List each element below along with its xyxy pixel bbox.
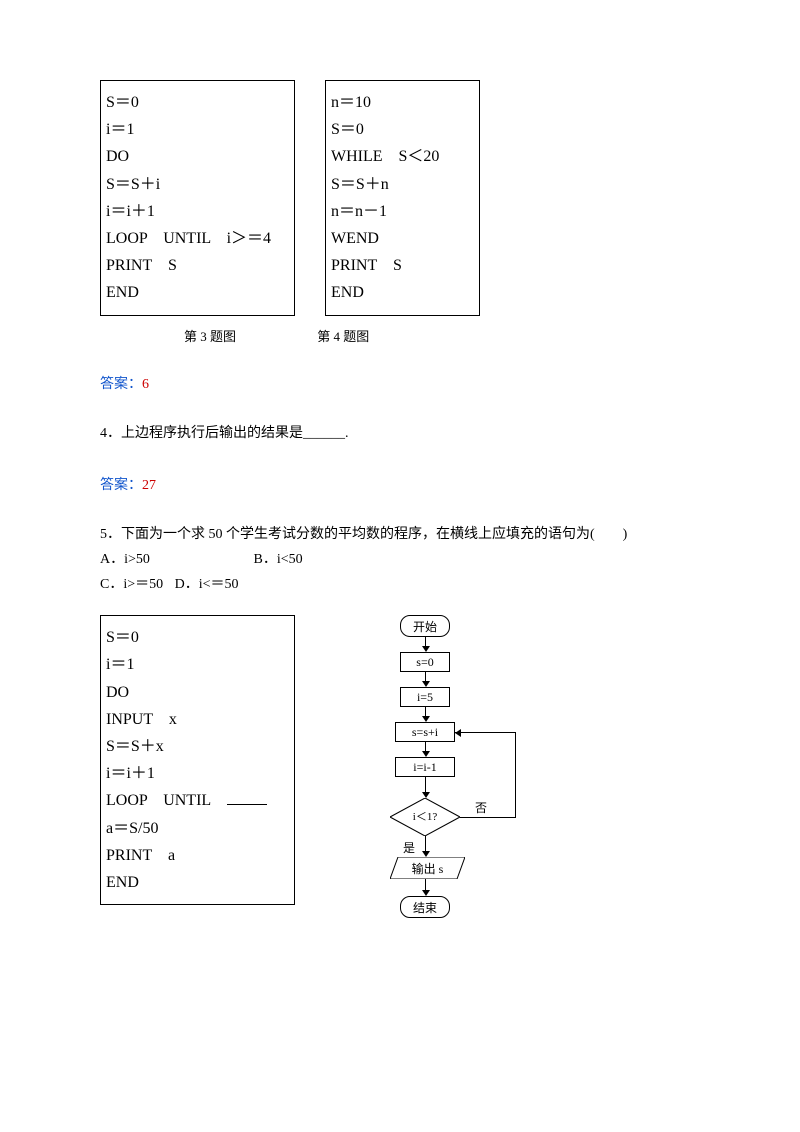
flow-ssi: s=s+i — [395, 722, 455, 742]
arrow-head-icon — [455, 729, 461, 737]
flow-yes-label: 是 — [403, 839, 415, 856]
flow-arrow — [460, 817, 515, 818]
q5-options-row1: A．i>50 B．i<50 — [100, 547, 700, 572]
code-line: i＝1 — [106, 116, 294, 143]
option-b: B．i<50 — [254, 552, 303, 567]
fill-blank — [227, 804, 267, 805]
flow-s0: s=0 — [400, 652, 450, 672]
code-line: END — [331, 279, 479, 306]
code-line: WHILE S＜20 — [331, 143, 479, 170]
flow-ii1: i=i-1 — [395, 757, 455, 777]
code-line: S＝0 — [331, 116, 479, 143]
code-line: a＝S/50 — [106, 815, 294, 842]
code-line: i＝1 — [106, 651, 294, 678]
code-line: PRINT a — [106, 842, 294, 869]
code-line: n＝n－1 — [331, 198, 479, 225]
code-box-q4: n＝10 S＝0 WHILE S＜20 S＝S＋n n＝n－1 WEND PRI… — [325, 80, 480, 316]
code-line: PRINT S — [106, 252, 294, 279]
option-a: A．i>50 — [100, 547, 250, 572]
flow-no-label: 否 — [475, 799, 487, 816]
flow-i5: i=5 — [400, 687, 450, 707]
code-line: S＝0 — [106, 89, 294, 116]
flow-output: 输出 s — [390, 857, 465, 884]
code-line: DO — [106, 143, 294, 170]
flow-arrow — [515, 732, 516, 818]
caption-q3: 第 3 题图 — [160, 326, 260, 345]
flow-decision: i＜1? — [390, 798, 460, 836]
option-d: D．i<＝50 — [175, 577, 239, 592]
code-box-q5: S＝0 i＝1 DO INPUT x S＝S＋x i＝i＋1 LOOP UNTI… — [100, 615, 295, 905]
code-line: END — [106, 869, 294, 896]
code-line: END — [106, 279, 294, 306]
code-line: S＝S＋n — [331, 171, 479, 198]
flow-end: 结束 — [400, 896, 450, 918]
code-box-q3: S＝0 i＝1 DO S＝S＋i i＝i＋1 LOOP UNTIL i＞＝4 P… — [100, 80, 295, 316]
option-c: C．i>＝50 — [100, 577, 163, 592]
flow-output-label: 输出 s — [390, 860, 465, 877]
code-line: LOOP UNTIL — [106, 787, 294, 814]
code-line: S＝S＋i — [106, 171, 294, 198]
question-5: 5．下面为一个求 50 个学生考试分数的平均数的程序，在横线上应填充的语句为( … — [100, 522, 700, 598]
code-line: WEND — [331, 225, 479, 252]
code-line: S＝S＋x — [106, 733, 294, 760]
flow-start: 开始 — [400, 615, 450, 637]
answer-value: 6 — [142, 377, 149, 392]
flow-arrow — [455, 732, 515, 733]
answer-label: 答案： — [100, 478, 142, 493]
bottom-row: S＝0 i＝1 DO INPUT x S＝S＋x i＝i＋1 LOOP UNTI… — [100, 615, 700, 975]
code-line: INPUT x — [106, 706, 294, 733]
top-code-row: S＝0 i＝1 DO S＝S＋i i＝i＋1 LOOP UNTIL i＞＝4 P… — [100, 80, 700, 316]
code-line: PRINT S — [331, 252, 479, 279]
code-line: DO — [106, 679, 294, 706]
answer-label: 答案： — [100, 377, 142, 392]
figure-captions: 第 3 题图 第 4 题图 — [100, 326, 700, 345]
code-line: LOOP UNTIL i＞＝4 — [106, 225, 294, 252]
code-line: i＝i＋1 — [106, 198, 294, 225]
flow-cond-label: i＜1? — [390, 808, 460, 824]
code-line: n＝10 — [331, 89, 479, 116]
caption-q4: 第 4 题图 — [293, 326, 393, 345]
q5-stem: 5．下面为一个求 50 个学生考试分数的平均数的程序，在横线上应填充的语句为( … — [100, 522, 700, 547]
answer-4: 答案：27 — [100, 474, 700, 494]
q5-options-row2: C．i>＝50 D．i<＝50 — [100, 572, 700, 597]
code-line: i＝i＋1 — [106, 760, 294, 787]
flowchart: 开始 s=0 i=5 s=s+i i=i-1 i＜1? 否 是 — [315, 615, 575, 975]
code-line: S＝0 — [106, 624, 294, 651]
question-4: 4．上边程序执行后输出的结果是______. — [100, 421, 700, 446]
answer-3: 答案：6 — [100, 373, 700, 393]
answer-value: 27 — [142, 478, 156, 493]
